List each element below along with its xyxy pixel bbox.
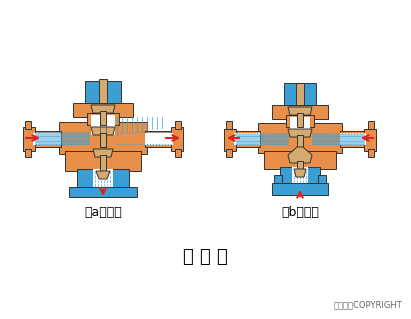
Bar bbox=[340, 131, 368, 147]
Bar bbox=[286, 115, 314, 127]
Polygon shape bbox=[96, 171, 110, 179]
Polygon shape bbox=[91, 105, 115, 113]
Text: （b）合流: （b）合流 bbox=[281, 205, 319, 219]
Text: 东方仿真COPYRIGHT: 东方仿真COPYRIGHT bbox=[333, 300, 402, 309]
Bar bbox=[232, 131, 260, 147]
Bar bbox=[290, 117, 310, 137]
Bar bbox=[99, 79, 107, 103]
Bar bbox=[85, 81, 121, 103]
Bar bbox=[234, 133, 260, 145]
Polygon shape bbox=[288, 129, 312, 137]
Bar bbox=[272, 183, 328, 195]
Text: （a）分流: （a）分流 bbox=[84, 205, 122, 219]
Bar bbox=[69, 187, 137, 197]
Bar bbox=[224, 129, 236, 151]
Polygon shape bbox=[91, 127, 115, 135]
Bar bbox=[87, 113, 119, 125]
Polygon shape bbox=[93, 149, 113, 157]
Bar bbox=[145, 133, 173, 145]
Bar bbox=[284, 83, 316, 105]
Bar bbox=[340, 133, 366, 145]
Bar bbox=[226, 121, 232, 129]
Bar bbox=[175, 121, 181, 129]
Bar bbox=[364, 129, 376, 151]
Bar bbox=[297, 113, 303, 127]
Bar bbox=[25, 121, 31, 129]
Bar bbox=[65, 151, 141, 171]
Polygon shape bbox=[288, 107, 312, 115]
Bar bbox=[100, 111, 106, 125]
Bar bbox=[59, 122, 147, 154]
Bar bbox=[93, 169, 113, 187]
Bar bbox=[368, 149, 374, 157]
Bar bbox=[296, 83, 304, 105]
Bar bbox=[258, 123, 342, 153]
Bar bbox=[226, 149, 232, 157]
Bar bbox=[368, 121, 374, 129]
Bar bbox=[297, 135, 303, 147]
Bar bbox=[318, 175, 326, 183]
Bar bbox=[33, 133, 61, 145]
Bar bbox=[274, 175, 282, 183]
Bar bbox=[31, 131, 61, 147]
Text: 三 通 阀: 三 通 阀 bbox=[182, 248, 227, 266]
Bar bbox=[292, 167, 308, 183]
Bar bbox=[145, 131, 175, 147]
Bar bbox=[297, 161, 303, 169]
Bar bbox=[175, 149, 181, 157]
Bar bbox=[91, 115, 115, 135]
Bar bbox=[272, 105, 328, 119]
Bar bbox=[264, 151, 336, 169]
Bar bbox=[25, 149, 31, 157]
Bar bbox=[73, 103, 133, 117]
Polygon shape bbox=[288, 147, 312, 163]
Bar bbox=[77, 169, 129, 189]
Bar bbox=[23, 127, 35, 151]
Bar bbox=[280, 167, 320, 185]
Bar bbox=[100, 155, 106, 171]
Polygon shape bbox=[294, 169, 306, 177]
Bar bbox=[171, 127, 183, 151]
Bar bbox=[100, 133, 106, 147]
